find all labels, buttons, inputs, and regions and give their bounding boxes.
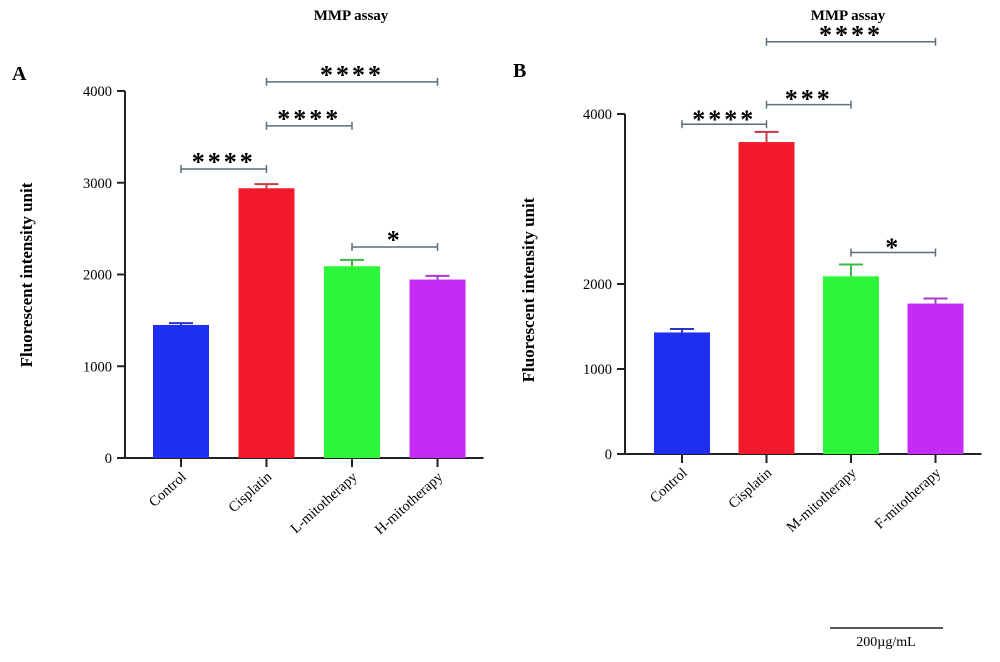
panel-a-category-label: H-mitotherapy [372,469,447,539]
panel-a-significance-label: **** [320,60,384,89]
panel-a-bar [238,188,295,458]
panel-a-significance-label: **** [277,104,341,133]
panel-a-category-label: Control [146,469,190,511]
scale-bar-label: 200µg/mL [856,635,915,650]
panel-b-significance-label: **** [692,105,756,134]
panel-b-title: MMP assay [811,8,886,24]
panel-a-y-tick-label: 4000 [83,84,112,100]
panel-b-significance-label: **** [819,21,883,50]
panel-a-ylabel: Fluorescent intensity unit [17,182,36,367]
panel-b-bar [823,276,879,454]
panel-b-category-label: M-mitotherapy [784,465,861,536]
panel-b-label: B [513,60,526,82]
panel-b-y-tick-label: 1000 [583,362,612,378]
panel-a-bar [409,279,466,458]
panel-b-category-label: Control [647,465,691,507]
panel-a-significance-label: **** [192,147,256,176]
panel-b-chart: 0 1000 2000 4000 Control Cisplatin M-mitothera… [583,21,982,536]
panel-b-significance-label: *** [785,84,833,113]
panel-a-chart: 0 1000 2000 3000 4000 Control Cisplatin L-mitot… [83,60,484,538]
panel-a-category-label: Cisplatin [226,469,276,516]
panel-b-ylabel: Fluorescent intensity unit [519,197,538,382]
panel-a-y-tick-label: 3000 [83,176,112,192]
panel-b-category-label: F-mitotherapy [872,465,945,533]
panel-b-y-tick-label: 4000 [583,107,612,123]
panel-a-bar [153,324,209,458]
panel-b-significance-label: * [885,233,901,262]
panel-b-bar [654,332,710,454]
panel-a-title: MMP assay [314,8,389,24]
panel-a-label: A [12,63,27,85]
panel-b-bar [907,303,964,454]
panel-b-category-label: Cisplatin [726,465,776,512]
panel-a-significance-label: * [387,225,403,254]
panel-b-y-tick-label: 2000 [583,277,612,293]
panel-a-bar [324,266,380,458]
panel-a-y-tick-label: 2000 [83,268,112,284]
panel-a-category-label: L-mitotherapy [288,469,362,537]
panel-a-y-tick-label: 1000 [83,359,112,375]
panel-b-bar [738,142,795,455]
panel-a-y-tick-label: 0 [105,451,112,467]
panel-b-y-tick-label: 0 [605,447,612,463]
